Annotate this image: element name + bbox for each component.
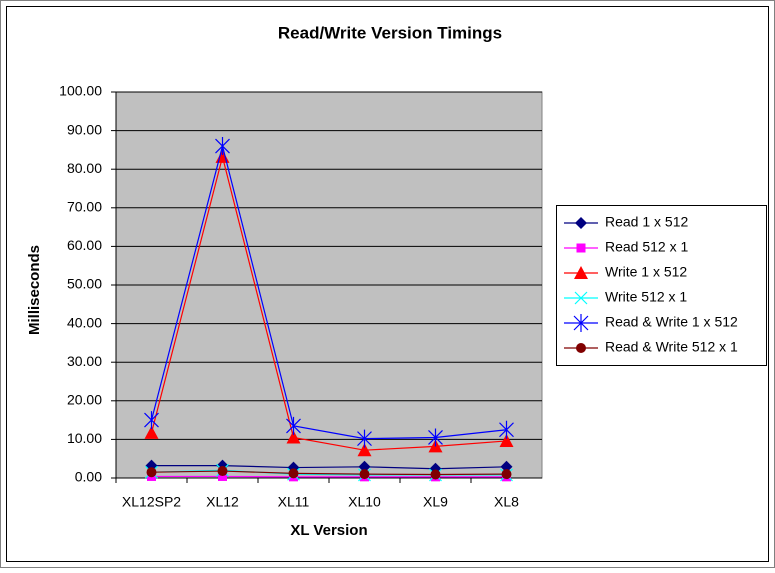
x-tick-label: XL8 [494, 494, 519, 510]
legend-marker [577, 244, 586, 253]
data-point [218, 466, 228, 476]
chart-title: Read/Write Version Timings [278, 23, 502, 42]
x-tick-label: XL11 [278, 494, 310, 510]
y-tick-label: 90.00 [67, 121, 102, 137]
y-tick-label: 20.00 [67, 392, 102, 408]
legend-label: Write 512 x 1 [605, 289, 687, 305]
legend-marker [576, 343, 586, 353]
data-point [431, 470, 441, 480]
data-point [502, 469, 512, 479]
legend-label: Write 1 x 512 [605, 264, 687, 280]
data-point [360, 469, 370, 479]
legend-label: Read & Write 512 x 1 [605, 339, 738, 355]
legend-label: Read & Write 1 x 512 [605, 314, 738, 330]
y-tick-label: 80.00 [67, 160, 102, 176]
y-tick-label: 70.00 [67, 199, 102, 215]
y-axis-label: Milliseconds [26, 245, 43, 335]
x-tick-label: XL9 [423, 494, 448, 510]
data-point [289, 468, 299, 478]
legend-label: Read 1 x 512 [605, 214, 688, 230]
x-tick-label: XL10 [348, 494, 381, 510]
y-tick-label: 30.00 [67, 353, 102, 369]
y-tick-label: 100.00 [59, 83, 102, 99]
x-axis-label: XL Version [290, 522, 367, 539]
legend-label: Read 512 x 1 [605, 239, 688, 255]
x-tick-label: XL12 [206, 494, 239, 510]
y-tick-label: 0.00 [75, 469, 102, 485]
y-tick-label: 40.00 [67, 314, 102, 330]
data-point [147, 467, 157, 477]
x-tick-label: XL12SP2 [122, 494, 181, 510]
y-tick-label: 60.00 [67, 237, 102, 253]
y-tick-label: 10.00 [67, 430, 102, 446]
y-tick-label: 50.00 [67, 276, 102, 292]
